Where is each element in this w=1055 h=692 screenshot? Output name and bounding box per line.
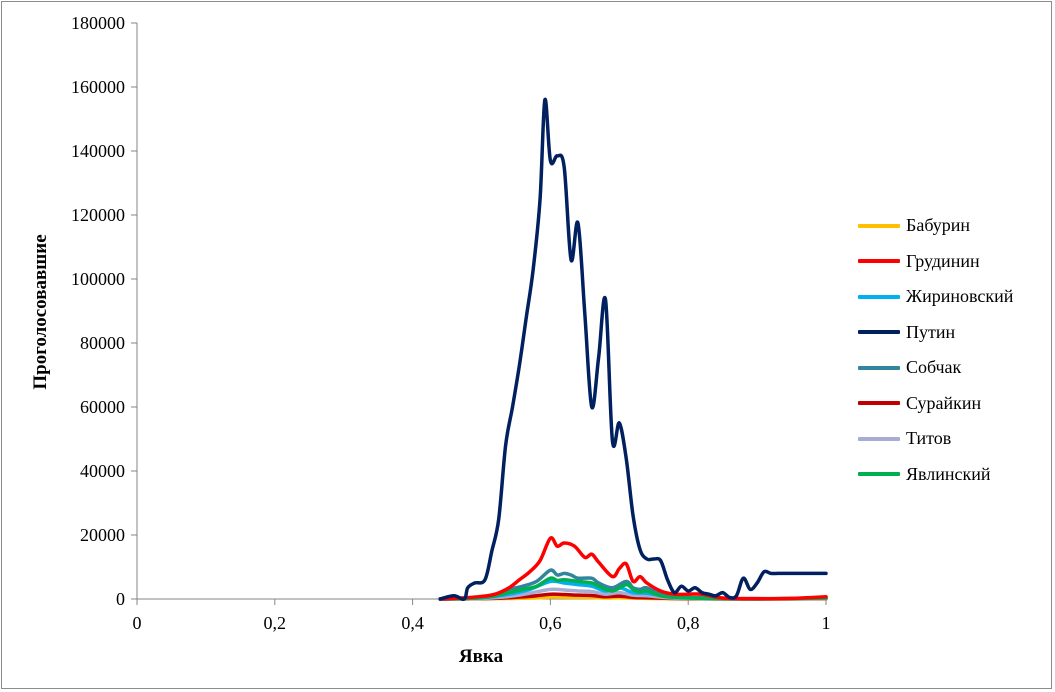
y-tick-label: 120000: [71, 205, 125, 225]
y-tick-label: 140000: [71, 141, 125, 161]
legend-item: Собчак: [858, 350, 1048, 386]
legend-item: Грудинин: [858, 244, 1048, 280]
legend-label: Титов: [906, 428, 952, 449]
legend-item: Титов: [858, 421, 1048, 457]
series-line-7: [438, 576, 828, 601]
legend-swatch: [858, 294, 900, 299]
legend-swatch: [858, 330, 900, 335]
legend-label: Собчак: [906, 357, 962, 378]
x-axis-title: Явка: [459, 646, 504, 667]
legend-item: Путин: [858, 315, 1048, 351]
series-line-1: [438, 536, 828, 601]
x-tick-label: 0,4: [401, 613, 424, 633]
legend-item: Явлинский: [858, 457, 1048, 493]
legend-label: Грудинин: [906, 250, 980, 271]
x-tick-label: 1: [822, 613, 831, 633]
legend-label: Путин: [906, 321, 956, 342]
legend-label: Бабурин: [906, 215, 971, 236]
legend-item: Сурайкин: [858, 386, 1048, 422]
y-tick-label: 80000: [80, 333, 125, 353]
x-tick-label: 0,6: [539, 613, 562, 633]
y-tick-label: 40000: [80, 461, 125, 481]
x-tick-label: 0,8: [677, 613, 700, 633]
legend-swatch: [858, 472, 900, 477]
axes: 0 20000 40000 60000 80000 100000 120000 140000 1…: [71, 13, 831, 633]
y-tick-label: 100000: [71, 269, 125, 289]
legend-label: Явлинский: [906, 463, 991, 484]
legend-swatch: [858, 223, 900, 228]
y-axis-title: Проголосовавшие: [30, 234, 51, 389]
legend: Бабурин Грудинин Жириновский Путин Собчак Сур…: [858, 208, 1048, 492]
legend-item: Бабурин: [858, 208, 1048, 244]
x-tick-label: 0: [133, 613, 142, 633]
legend-swatch: [858, 365, 900, 370]
y-tick-label: 160000: [71, 77, 125, 97]
legend-swatch: [858, 259, 900, 264]
series-line-3: [438, 98, 828, 601]
y-tick-label: 180000: [71, 13, 125, 33]
series-group: [438, 98, 828, 601]
x-tick-label: 0,2: [264, 613, 287, 633]
legend-item: Жириновский: [858, 279, 1048, 315]
legend-swatch: [858, 401, 900, 406]
y-tick-label: 60000: [80, 397, 125, 417]
y-tick-label: 0: [116, 589, 125, 609]
y-tick-label: 20000: [80, 525, 125, 545]
legend-swatch: [858, 436, 900, 441]
legend-label: Жириновский: [906, 286, 1014, 307]
legend-label: Сурайкин: [906, 392, 982, 413]
